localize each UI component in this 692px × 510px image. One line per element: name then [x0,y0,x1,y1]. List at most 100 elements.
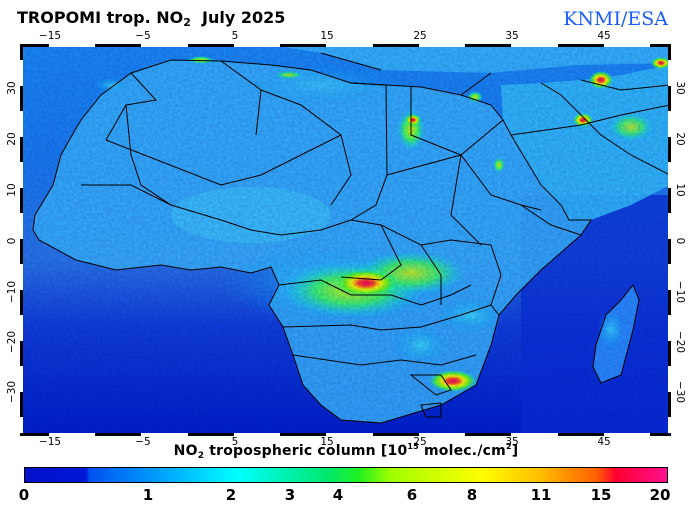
frame-tick-segment [418,433,465,436]
frame-tick-segment [95,44,142,47]
frame-tick-segment [557,44,604,47]
top-lon-tick: 35 [505,30,519,42]
frame-tick-segment [418,44,465,47]
top-lon-tick: 15 [320,30,334,42]
frame-tick-segment [511,433,558,436]
colorbar-tick-label: 15 [590,486,612,504]
frame-tick-segment [20,45,23,61]
colorbar-tick-label: 11 [530,486,552,504]
right-lat-tick: −10 [674,280,686,304]
frame-tick-segment [668,60,671,86]
frame-tick-segment [20,264,23,290]
frame-tick-segment [48,433,95,436]
left-lat-tick: 30 [6,81,18,95]
frame-tick-segment [668,289,671,316]
frame-tick-segment [668,111,671,137]
right-lat-tick: 10 [674,183,686,197]
frame-tick-segment [141,433,188,436]
frame-tick-segment [668,366,671,392]
frame-tick-segment [650,433,669,436]
frame-tick-segment [20,238,23,265]
frame-tick-segment [668,391,671,418]
colorbar-tick-label: 2 [225,486,237,504]
credit-label: KNMI/ESA [563,8,668,30]
frame-tick-segment [20,289,23,316]
title-subscript: 2 [183,16,191,29]
frame-tick-segment [511,44,558,47]
frame-tick-segment [372,44,419,47]
frame-tick-segment [668,162,671,188]
frame-tick-segment [603,433,650,436]
frame-tick-segment [187,44,234,47]
frame-tick-segment [21,433,49,436]
colorbar-tick-label: 3 [284,486,296,504]
colorbar-tick-label: 4 [332,486,344,504]
top-lon-tick: 45 [597,30,611,42]
bottom-lon-tick: 15 [320,436,334,448]
colorbar-tick-label: 0 [18,486,30,504]
colorbar [24,467,668,483]
frame-tick-segment [668,340,671,367]
colorbar-title-mid: tropospheric column [10 [204,443,408,459]
top-lon-tick: 5 [231,30,239,42]
frame-tick-segment [20,315,23,341]
title-date: July 2025 [202,8,286,27]
left-lat-tick: 20 [6,132,18,146]
frame-tick-segment [20,340,23,367]
colorbar-title-no: NO [173,443,198,459]
frame-tick-segment [668,85,671,112]
frame-tick-segment [187,433,234,436]
bottom-lon-tick: −15 [38,436,62,448]
bottom-lon-tick: 5 [231,436,239,448]
top-lon-tick: −5 [135,30,151,42]
frame-tick-segment [95,433,142,436]
colorbar-tick-label: 6 [406,486,418,504]
bottom-lon-tick: 25 [413,436,427,448]
left-lat-tick: −30 [6,380,18,404]
colorbar-title-exponent: 15 [407,442,419,451]
frame-tick-segment [21,44,49,47]
colorbar-title-exponent2: 2 [505,442,512,451]
frame-tick-segment [48,44,95,47]
right-lat-tick: −30 [674,380,686,404]
bottom-lon-tick: −5 [135,436,151,448]
map-panel [20,44,671,436]
frame-tick-segment [465,44,512,47]
colorbar-tick-label: 20 [649,486,671,504]
frame-tick-segment [20,187,23,214]
right-lat-tick: 30 [674,81,686,95]
title-text: TROPOMI trop. NO [17,8,184,27]
colorbar-title: NO2 tropospheric column [1015 molec./cm2… [174,442,519,461]
frame-tick-segment [280,433,327,436]
bottom-lon-tick: 35 [505,436,519,448]
right-lat-tick: −20 [674,330,686,354]
frame-tick-segment [668,45,671,61]
frame-tick-segment [20,366,23,392]
frame-tick-segment [233,433,280,436]
frame-tick-segment [668,213,671,239]
bottom-lon-tick: 45 [597,436,611,448]
frame-tick-segment [668,417,671,433]
frame-tick-segment [20,417,23,433]
frame-tick-segment [20,213,23,239]
frame-tick-segment [233,44,280,47]
right-lat-tick: 20 [674,132,686,146]
left-lat-tick: −10 [6,280,18,304]
frame-tick-segment [372,433,419,436]
frame-tick-segment [650,44,669,47]
frame-tick-segment [326,433,373,436]
frame-tick-segment [465,433,512,436]
frame-tick-segment [141,44,188,47]
colorbar-title-unit: molec./cm [418,443,506,459]
frame-tick-segment [20,162,23,188]
frame-tick-segment [668,136,671,163]
colorbar-title-sub: 2 [197,451,205,461]
frame-tick-segment [668,315,671,341]
country-borders [32,52,670,424]
right-lat-tick: 0 [674,237,686,245]
frame-tick-segment [280,44,327,47]
frame-tick-segment [668,238,671,265]
frame-tick-segment [20,85,23,112]
no2-map [21,45,670,435]
top-lon-tick: −15 [38,30,62,42]
